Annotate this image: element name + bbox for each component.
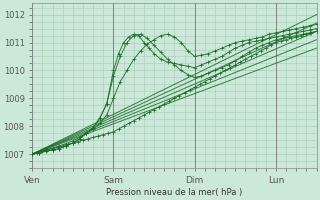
X-axis label: Pression niveau de la mer( hPa ): Pression niveau de la mer( hPa ) [106, 188, 243, 197]
